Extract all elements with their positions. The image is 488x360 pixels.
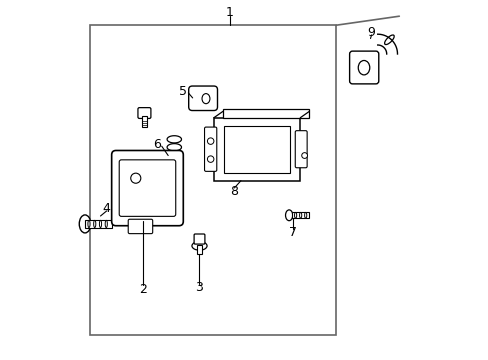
FancyBboxPatch shape xyxy=(349,51,378,84)
Text: 7: 7 xyxy=(288,226,297,239)
Bar xyxy=(291,212,309,218)
Ellipse shape xyxy=(79,215,91,233)
Bar xyxy=(142,116,146,127)
Ellipse shape xyxy=(304,212,306,218)
Ellipse shape xyxy=(202,94,209,104)
Ellipse shape xyxy=(88,220,90,228)
Bar xyxy=(85,220,112,228)
Ellipse shape xyxy=(299,212,301,218)
FancyBboxPatch shape xyxy=(194,234,204,244)
Text: 6: 6 xyxy=(152,138,160,151)
FancyBboxPatch shape xyxy=(204,127,216,171)
Ellipse shape xyxy=(358,60,369,75)
Text: 5: 5 xyxy=(179,85,187,98)
Text: 4: 4 xyxy=(102,202,110,215)
Circle shape xyxy=(301,153,307,158)
Ellipse shape xyxy=(384,35,393,45)
FancyBboxPatch shape xyxy=(188,86,217,111)
Text: 2: 2 xyxy=(139,283,146,296)
Circle shape xyxy=(130,173,141,183)
FancyBboxPatch shape xyxy=(119,160,175,216)
Text: 3: 3 xyxy=(195,281,203,294)
Ellipse shape xyxy=(94,220,96,228)
Text: 9: 9 xyxy=(367,26,375,39)
Text: 8: 8 xyxy=(230,185,238,198)
Ellipse shape xyxy=(105,220,107,228)
FancyBboxPatch shape xyxy=(295,131,306,168)
Bar xyxy=(197,245,201,254)
Circle shape xyxy=(207,138,213,144)
Ellipse shape xyxy=(192,242,206,250)
Ellipse shape xyxy=(99,220,102,228)
Ellipse shape xyxy=(285,210,292,221)
Bar xyxy=(89,25,336,335)
Bar xyxy=(213,118,300,181)
Bar xyxy=(223,109,309,118)
Ellipse shape xyxy=(294,212,296,218)
Bar xyxy=(224,126,289,173)
FancyBboxPatch shape xyxy=(128,219,152,234)
Text: 1: 1 xyxy=(225,6,234,19)
FancyBboxPatch shape xyxy=(111,150,183,226)
Circle shape xyxy=(207,156,213,162)
FancyBboxPatch shape xyxy=(138,108,151,118)
